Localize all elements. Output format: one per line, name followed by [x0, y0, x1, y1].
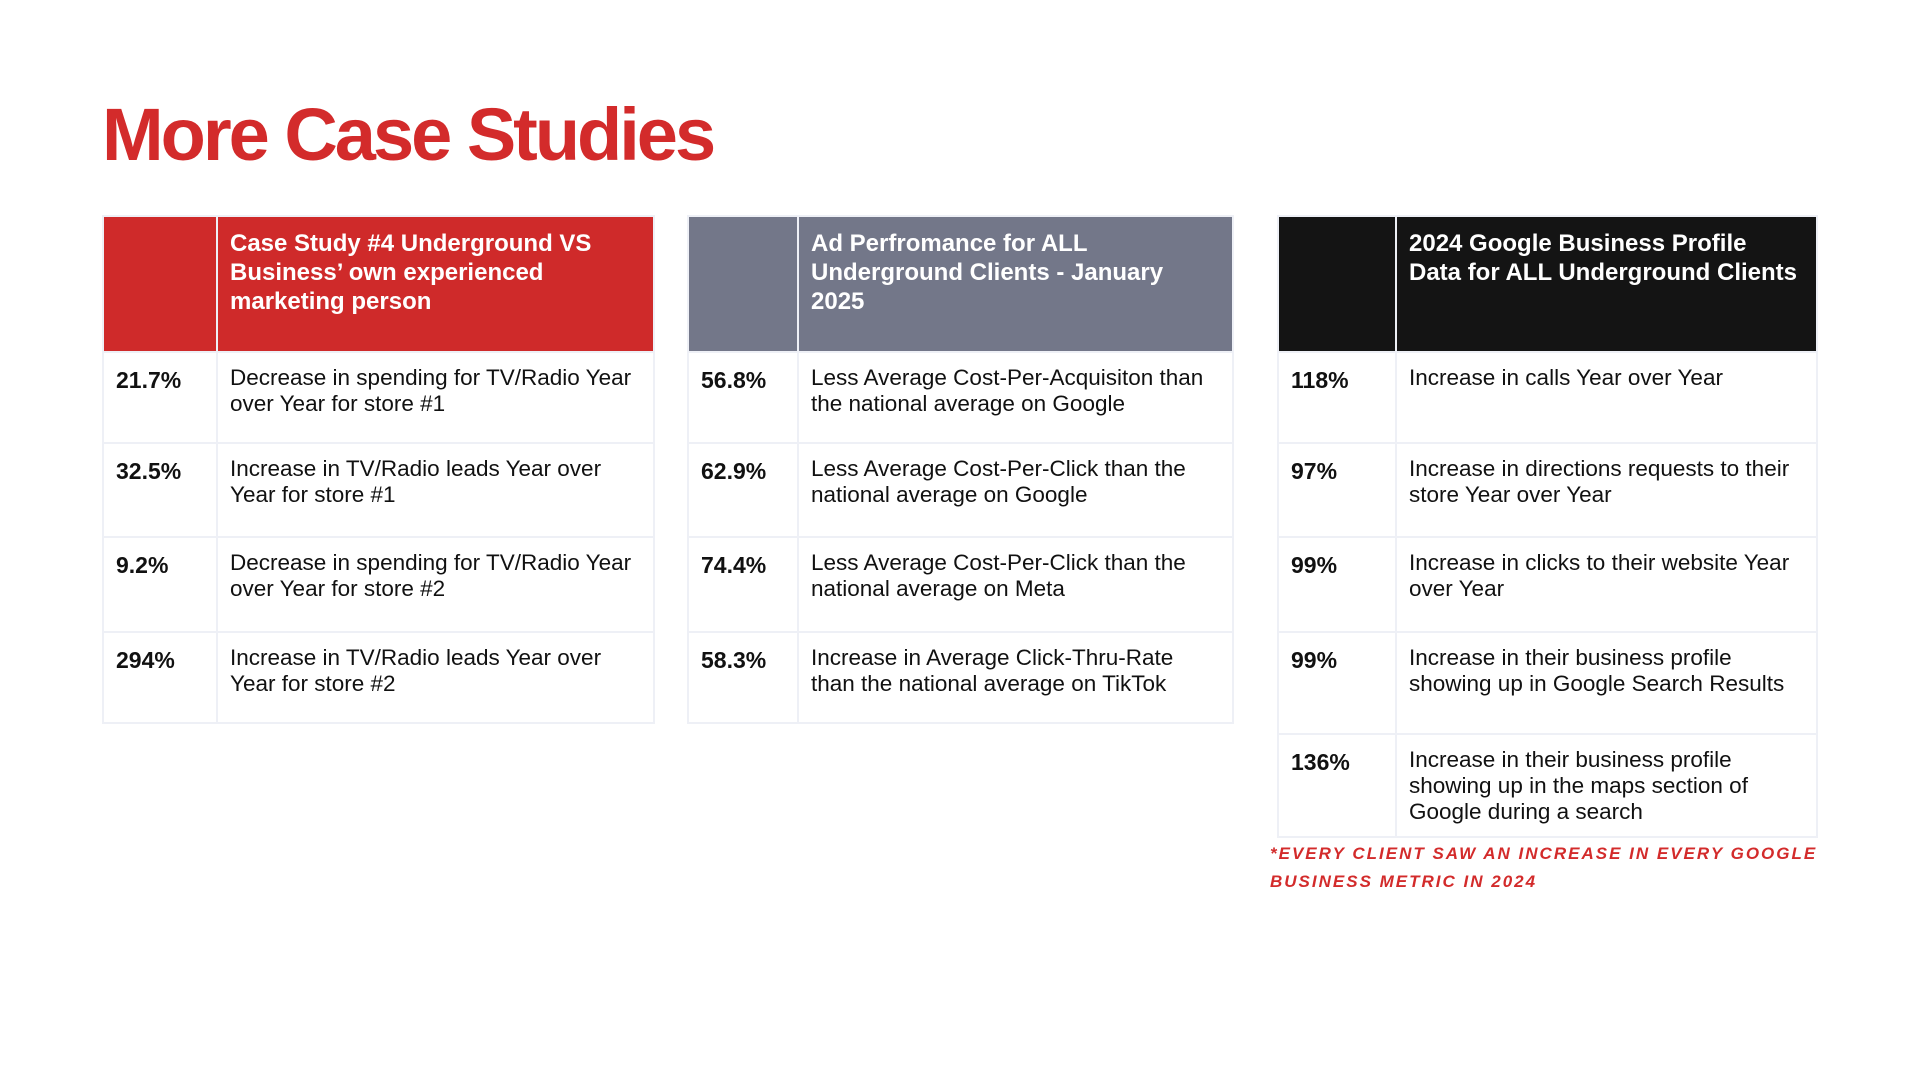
metric-value: 9.2% — [102, 536, 218, 633]
metric-value: 99% — [1277, 631, 1397, 735]
metric-value: 294% — [102, 631, 218, 724]
table-row: 62.9% Less Average Cost-Per-Click than th… — [687, 442, 1234, 538]
metric-description: Increase in calls Year over Year — [1395, 351, 1818, 444]
table-row: 99% Increase in their business profile sh… — [1277, 631, 1818, 735]
metric-value: 136% — [1277, 733, 1397, 838]
metric-description: Less Average Cost-Per-Acquisiton than th… — [797, 351, 1234, 444]
table-row: 118% Increase in calls Year over Year — [1277, 351, 1818, 444]
metric-description: Increase in TV/Radio leads Year over Yea… — [216, 631, 655, 724]
metric-value: 62.9% — [687, 442, 799, 538]
table-row: 99% Increase in clicks to their website Y… — [1277, 536, 1818, 633]
table-row: 21.7% Decrease in spending for TV/Radio Y… — [102, 351, 655, 444]
metric-value: 74.4% — [687, 536, 799, 633]
metric-description: Increase in clicks to their website Year… — [1395, 536, 1818, 633]
metric-description: Decrease in spending for TV/Radio Year o… — [216, 351, 655, 444]
table-row: 32.5% Increase in TV/Radio leads Year ove… — [102, 442, 655, 538]
metric-description: Decrease in spending for TV/Radio Year o… — [216, 536, 655, 633]
header-blank-cell — [102, 215, 218, 353]
metric-value: 118% — [1277, 351, 1397, 444]
case-study-4-table: Case Study #4 Underground VS Business’ o… — [102, 215, 655, 724]
table-header-row: 2024 Google Business Profile Data for AL… — [1277, 215, 1818, 353]
metric-value: 58.3% — [687, 631, 799, 724]
table-header-row: Ad Perfromance for ALL Underground Clien… — [687, 215, 1234, 353]
table-row: 74.4% Less Average Cost-Per-Click than th… — [687, 536, 1234, 633]
header-blank-cell — [1277, 215, 1397, 353]
table-row: 9.2% Decrease in spending for TV/Radio Ye… — [102, 536, 655, 633]
google-business-profile-table: 2024 Google Business Profile Data for AL… — [1277, 215, 1818, 838]
table-header: Case Study #4 Underground VS Business’ o… — [216, 215, 655, 353]
table-row: 136% Increase in their business profile s… — [1277, 733, 1818, 838]
metric-value: 32.5% — [102, 442, 218, 538]
metric-description: Increase in TV/Radio leads Year over Yea… — [216, 442, 655, 538]
table-row: 97% Increase in directions requests to th… — [1277, 442, 1818, 538]
metric-description: Less Average Cost-Per-Click than the nat… — [797, 442, 1234, 538]
metric-description: Increase in their business profile showi… — [1395, 631, 1818, 735]
header-blank-cell — [687, 215, 799, 353]
table-row: 294% Increase in TV/Radio leads Year over… — [102, 631, 655, 724]
metric-value: 97% — [1277, 442, 1397, 538]
table-header: 2024 Google Business Profile Data for AL… — [1395, 215, 1818, 353]
metric-value: 99% — [1277, 536, 1397, 633]
metric-description: Increase in directions requests to their… — [1395, 442, 1818, 538]
footnote: *EVERY CLIENT SAW AN INCREASE IN EVERY G… — [1270, 844, 1818, 891]
table-row: 56.8% Less Average Cost-Per-Acquisiton th… — [687, 351, 1234, 444]
table-header-row: Case Study #4 Underground VS Business’ o… — [102, 215, 655, 353]
metric-description: Less Average Cost-Per-Click than the nat… — [797, 536, 1234, 633]
metric-description: Increase in Average Click-Thru-Rate than… — [797, 631, 1234, 724]
metric-description: Increase in their business profile showi… — [1395, 733, 1818, 838]
table-header: Ad Perfromance for ALL Underground Clien… — [797, 215, 1234, 353]
table-row: 58.3% Increase in Average Click-Thru-Rate… — [687, 631, 1234, 724]
page-title: More Case Studies — [102, 93, 716, 176]
metric-value: 56.8% — [687, 351, 799, 444]
ad-performance-table: Ad Perfromance for ALL Underground Clien… — [687, 215, 1234, 724]
metric-value: 21.7% — [102, 351, 218, 444]
